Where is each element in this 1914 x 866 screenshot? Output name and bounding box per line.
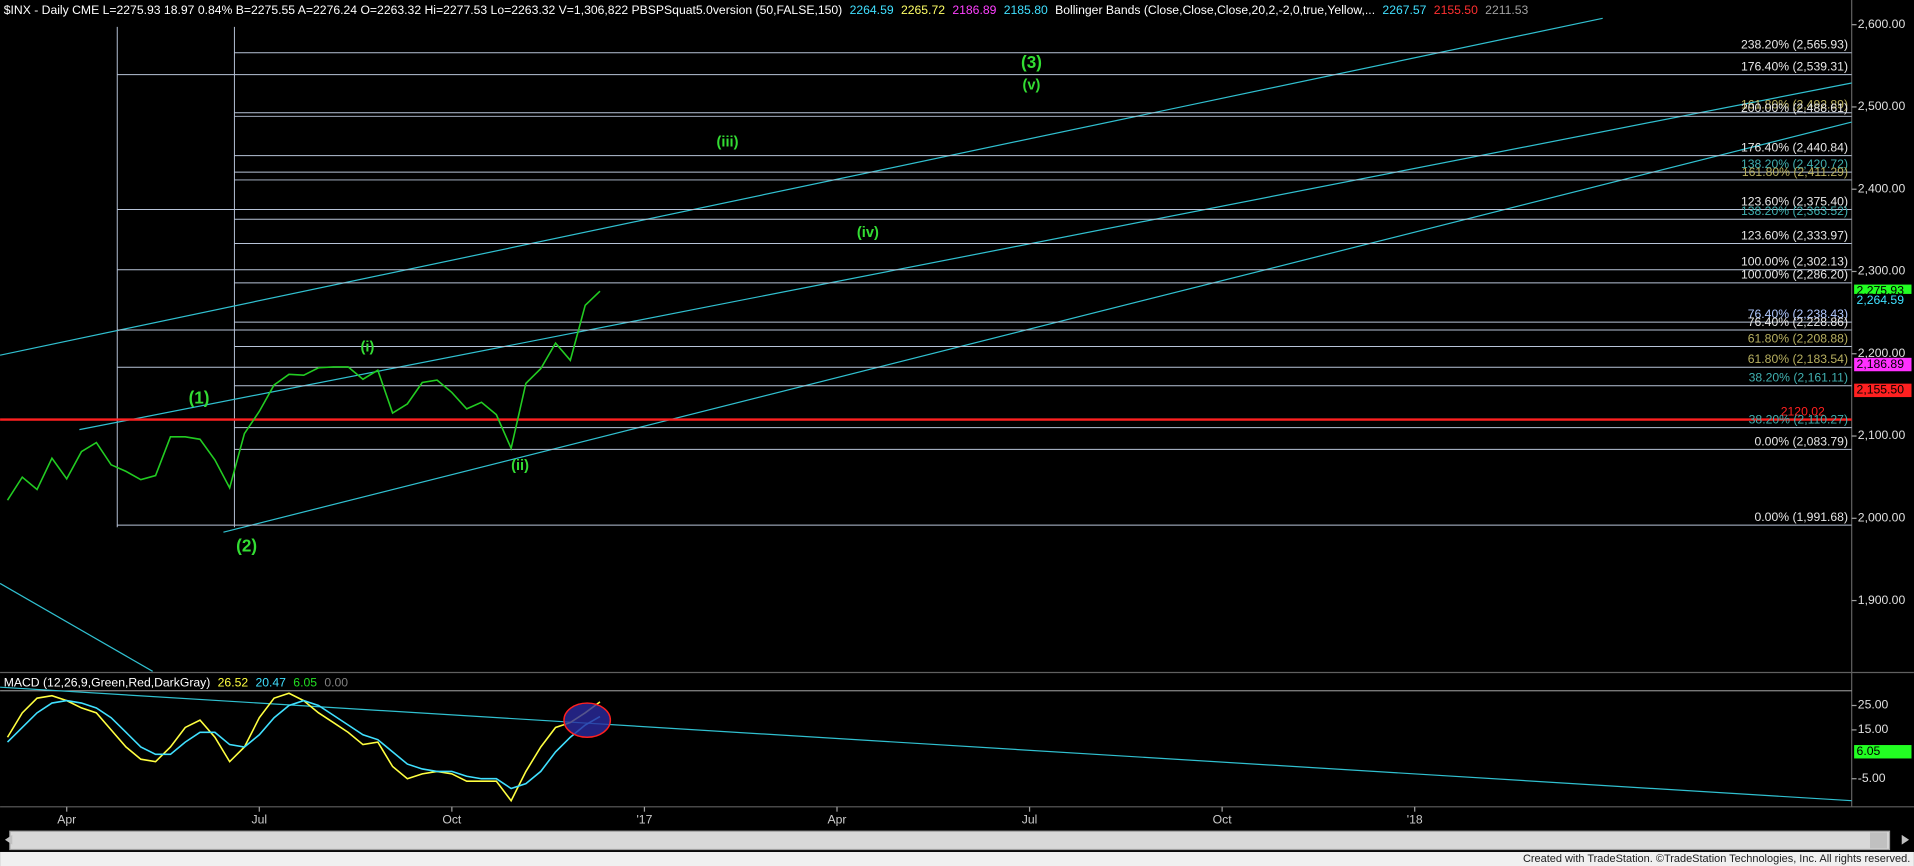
y-tick-label: 1,900.00	[1858, 593, 1906, 607]
y-tick-label: 15.00	[1858, 722, 1889, 736]
fib-label: 76.40% (2,228.86)	[1748, 315, 1848, 329]
fib-label: 138.20% (2,420.72)	[1741, 157, 1848, 171]
series-line	[6, 699, 601, 790]
scroll-thumb[interactable]	[1869, 832, 1888, 849]
price-tag-label: 2,186.89	[1857, 357, 1905, 371]
price-tag-label: 6.05	[1857, 744, 1881, 758]
fib-label: 61.80% (2,208.88)	[1748, 331, 1848, 345]
wave-label: (ii)	[511, 458, 529, 474]
fib-label: 2120.02	[1781, 404, 1825, 418]
macd-trend-line	[0, 686, 1852, 802]
header-item: 2186.89	[952, 3, 996, 17]
header-item: 20.47	[255, 676, 286, 690]
header: MACD (12,26,9,Green,Red,DarkGray) 26.52 20…	[4, 676, 349, 690]
x-tick-label: Apr	[57, 812, 76, 826]
header-item: 2267.57	[1382, 3, 1426, 17]
footer: Created with TradeStation. ©TradeStation…	[1523, 853, 1910, 865]
price-tag	[1854, 383, 1912, 398]
header-item: 2211.53	[1485, 3, 1528, 17]
header-item: MACD (12,26,9,Green,Red,DarkGray)	[4, 676, 211, 690]
scrollbar[interactable]	[9, 830, 1891, 851]
y-tick-label: 2,500.00	[1858, 99, 1906, 113]
y-tick-label: 2,400.00	[1858, 181, 1906, 195]
price-tag	[1854, 357, 1912, 372]
wave-label: (2)	[236, 536, 257, 555]
y-tick-label: 25.00	[1858, 698, 1889, 712]
fib-label: 200.00% (2,488.61)	[1741, 101, 1848, 115]
footer-bar	[0, 851, 1914, 866]
channel-line	[223, 121, 1852, 533]
wave-label: (iii)	[717, 135, 739, 151]
fib-label: 123.60% (2,375.40)	[1741, 194, 1848, 208]
x-tick-label: Jul	[251, 812, 267, 826]
wave-label: (v)	[1023, 77, 1041, 93]
wave-label: (3)	[1021, 53, 1042, 72]
header-item: 6.05	[293, 676, 317, 690]
x-tick-label: Jul	[1022, 812, 1038, 826]
wave-label: (iv)	[857, 225, 879, 241]
scroll-right[interactable]	[1901, 834, 1910, 845]
x-tick-label: Oct	[1213, 812, 1233, 826]
wave-label: (1)	[189, 389, 210, 408]
y-tick-label: 2,200.00	[1858, 346, 1906, 360]
fib-label: 123.60% (2,333.97)	[1741, 228, 1848, 242]
fib-label: 176.40% (2,440.84)	[1741, 141, 1848, 155]
fib-label: 100.00% (2,302.13)	[1741, 255, 1848, 269]
fib-label: 100.00% (2,286.20)	[1741, 268, 1848, 282]
price-tag	[1854, 745, 1912, 759]
fib-label: 38.20% (2,110.27)	[1749, 412, 1848, 426]
x-tick-label: Apr	[828, 812, 847, 826]
header: $INX - Daily CME L=2275.93 18.97 0.84% B…	[4, 3, 1529, 17]
price-tag-label: 2,155.50	[1857, 383, 1905, 397]
scroll-left[interactable]	[4, 834, 13, 845]
series-line	[6, 290, 601, 501]
fib-label: 0.00% (2,083.79)	[1755, 434, 1849, 448]
y-tick-label: 2,300.00	[1858, 264, 1906, 278]
fib-label: 176.40% (2,539.31)	[1741, 60, 1848, 74]
header-item: Bollinger Bands (Close,Close,Close,20,2,…	[1055, 3, 1375, 17]
price-tag-label: 2,264.59	[1857, 293, 1905, 307]
trend-line	[0, 582, 153, 672]
fib-label: 161.80% (2,411.29)	[1742, 165, 1848, 179]
y-tick-label: 2,000.00	[1858, 511, 1906, 525]
fib-label: 238.20% (2,565.93)	[1741, 38, 1848, 52]
fib-label: 61.80% (2,183.54)	[1748, 352, 1848, 366]
fib-label: 161.80% (2,492.89)	[1741, 98, 1848, 112]
y-tick-label: 2,600.00	[1858, 17, 1906, 31]
y-tick-label: -5.00	[1858, 771, 1886, 785]
x-tick-label: '17	[636, 812, 652, 826]
header-item: 2185.80	[1004, 3, 1048, 17]
fib-label: 38.20% (2,161.11)	[1749, 371, 1848, 385]
header-item: $INX - Daily CME L=2275.93 18.97 0.84% B…	[4, 3, 843, 17]
highlight	[563, 702, 612, 738]
header-item: 26.52	[218, 676, 249, 690]
price-tag	[1854, 293, 1912, 308]
fib-label: 0.00% (1,991.68)	[1755, 510, 1849, 524]
fib-label: 138.20% (2,363.52)	[1741, 204, 1848, 218]
x-tick-label: '18	[1407, 812, 1423, 826]
fib-label: 76.40% (2,238.43)	[1748, 307, 1848, 321]
x-tick-label: Oct	[442, 812, 462, 826]
y-tick-label: 2,100.00	[1858, 428, 1906, 442]
wave-label: (i)	[361, 340, 375, 356]
header-item: 2264.59	[850, 3, 894, 17]
header-item: 0.00	[324, 676, 348, 690]
header-item: 2265.72	[901, 3, 945, 17]
header-item: 2155.50	[1434, 3, 1478, 17]
